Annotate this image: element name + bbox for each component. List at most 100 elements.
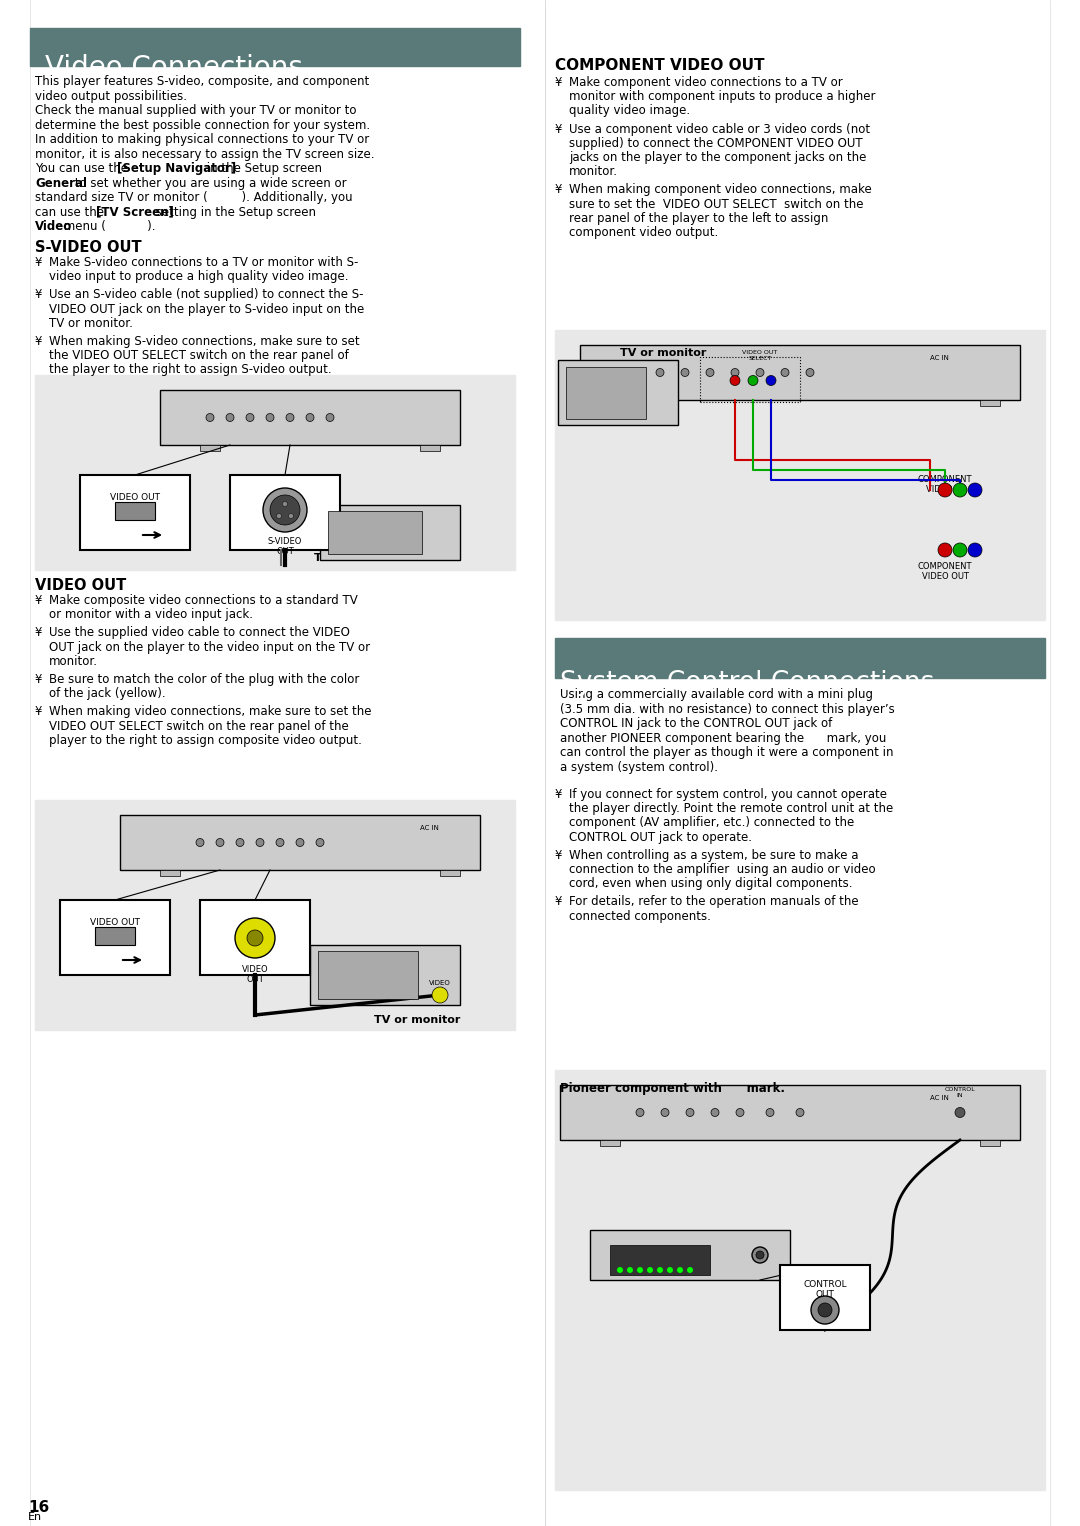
Text: ¥: ¥ bbox=[35, 256, 42, 269]
Circle shape bbox=[276, 514, 282, 519]
Circle shape bbox=[806, 368, 814, 377]
Text: COMPONENT VIDEO OUT: COMPONENT VIDEO OUT bbox=[555, 58, 765, 73]
Text: player to the right to assign composite video output.: player to the right to assign composite … bbox=[49, 734, 362, 746]
Bar bbox=[310, 945, 460, 1006]
Text: ¥: ¥ bbox=[555, 76, 563, 89]
Text: Be sure to match the color of the plug with the color: Be sure to match the color of the plug w… bbox=[49, 673, 360, 687]
Bar bbox=[558, 360, 678, 426]
Circle shape bbox=[667, 1267, 673, 1273]
Circle shape bbox=[256, 838, 264, 847]
Text: connected components.: connected components. bbox=[569, 909, 711, 923]
Text: component video output.: component video output. bbox=[569, 226, 718, 240]
Text: monitor.: monitor. bbox=[569, 165, 618, 179]
Text: ¥: ¥ bbox=[35, 705, 42, 719]
Text: the player directly. Point the remote control unit at the: the player directly. Point the remote co… bbox=[569, 803, 893, 815]
Circle shape bbox=[286, 414, 294, 421]
Text: VIDEO OUT
SELECT: VIDEO OUT SELECT bbox=[90, 919, 140, 937]
Circle shape bbox=[939, 484, 951, 497]
Text: determine the best possible connection for your system.: determine the best possible connection f… bbox=[35, 119, 370, 131]
Bar bbox=[95, 926, 135, 945]
Bar bbox=[440, 870, 460, 876]
Bar bbox=[980, 400, 1000, 406]
Circle shape bbox=[730, 375, 740, 386]
Circle shape bbox=[687, 1267, 693, 1273]
Circle shape bbox=[270, 494, 300, 525]
Bar bbox=[590, 1230, 789, 1280]
Bar bbox=[620, 400, 640, 406]
Text: CONTROL IN jack to the CONTROL OUT jack of: CONTROL IN jack to the CONTROL OUT jack … bbox=[561, 717, 833, 729]
Text: connection to the amplifier  using an audio or video: connection to the amplifier using an aud… bbox=[569, 864, 876, 876]
Circle shape bbox=[316, 838, 324, 847]
Text: When controlling as a system, be sure to make a: When controlling as a system, be sure to… bbox=[569, 848, 859, 862]
Circle shape bbox=[617, 1267, 623, 1273]
Circle shape bbox=[968, 543, 982, 557]
Circle shape bbox=[656, 368, 664, 377]
Text: can use the: can use the bbox=[35, 206, 108, 218]
Text: VIDEO OUT SELECT switch on the rear panel of the: VIDEO OUT SELECT switch on the rear pane… bbox=[49, 720, 349, 732]
Text: to set whether you are using a wide screen or: to set whether you are using a wide scre… bbox=[70, 177, 347, 189]
Text: the player to the right to assign S-video output.: the player to the right to assign S-vide… bbox=[49, 363, 332, 377]
Circle shape bbox=[818, 1303, 832, 1317]
Circle shape bbox=[677, 1267, 683, 1273]
Text: TV or monitor.: TV or monitor. bbox=[49, 317, 133, 330]
Text: Pioneer component with      mark.: Pioneer component with mark. bbox=[561, 1082, 785, 1096]
Text: can control the player as though it were a component in: can control the player as though it were… bbox=[561, 746, 893, 758]
Circle shape bbox=[264, 488, 307, 533]
Circle shape bbox=[237, 838, 244, 847]
Circle shape bbox=[748, 375, 758, 386]
Circle shape bbox=[637, 1267, 643, 1273]
Text: S-VIDEO
OUT: S-VIDEO OUT bbox=[268, 537, 302, 557]
Text: Make component video connections to a TV or: Make component video connections to a TV… bbox=[569, 76, 842, 89]
Circle shape bbox=[246, 414, 254, 421]
Text: VIDEO
OUT: VIDEO OUT bbox=[242, 964, 268, 984]
Circle shape bbox=[647, 1267, 653, 1273]
Text: component (AV amplifier, etc.) connected to the: component (AV amplifier, etc.) connected… bbox=[569, 816, 854, 830]
Text: Use the supplied video cable to connect the VIDEO: Use the supplied video cable to connect … bbox=[49, 626, 350, 639]
Text: ¥: ¥ bbox=[555, 183, 563, 197]
Circle shape bbox=[627, 1267, 633, 1273]
Bar bbox=[328, 511, 422, 554]
Text: cord, even when using only digital components.: cord, even when using only digital compo… bbox=[569, 877, 852, 890]
Text: Video: Video bbox=[35, 220, 72, 233]
Circle shape bbox=[657, 1267, 663, 1273]
Bar bbox=[555, 330, 1045, 620]
Bar bbox=[420, 446, 440, 452]
Bar bbox=[60, 900, 170, 975]
Circle shape bbox=[195, 838, 204, 847]
Bar bbox=[200, 446, 220, 452]
Text: supplied) to connect the COMPONENT VIDEO OUT: supplied) to connect the COMPONENT VIDEO… bbox=[569, 137, 863, 150]
Circle shape bbox=[216, 838, 224, 847]
Text: Make S-video connections to a TV or monitor with S-: Make S-video connections to a TV or moni… bbox=[49, 256, 359, 269]
Text: For details, refer to the operation manuals of the: For details, refer to the operation manu… bbox=[569, 896, 859, 908]
Circle shape bbox=[735, 1108, 744, 1117]
Text: a system (system control).: a system (system control). bbox=[561, 760, 718, 774]
Text: ¥: ¥ bbox=[555, 896, 563, 908]
Circle shape bbox=[661, 1108, 669, 1117]
Text: Video Connections: Video Connections bbox=[45, 53, 302, 82]
Text: sure to set the  VIDEO OUT SELECT  switch on the: sure to set the VIDEO OUT SELECT switch … bbox=[569, 197, 864, 211]
Bar bbox=[700, 357, 800, 401]
Text: Using a commercially available cord with a mini plug: Using a commercially available cord with… bbox=[561, 688, 873, 700]
Circle shape bbox=[636, 1108, 644, 1117]
Bar bbox=[230, 475, 340, 549]
Circle shape bbox=[326, 414, 334, 421]
Circle shape bbox=[306, 414, 314, 421]
Text: VIDEO OUT
SELECT: VIDEO OUT SELECT bbox=[742, 349, 778, 360]
Bar bbox=[114, 502, 156, 520]
Bar bbox=[30, 27, 519, 66]
Circle shape bbox=[953, 543, 967, 557]
Text: OUT jack on the player to the video input on the TV or: OUT jack on the player to the video inpu… bbox=[49, 641, 370, 653]
Bar bbox=[980, 1140, 1000, 1146]
Circle shape bbox=[296, 838, 303, 847]
Text: another PIONEER component bearing the      mark, you: another PIONEER component bearing the ma… bbox=[561, 731, 887, 745]
Circle shape bbox=[796, 1108, 804, 1117]
Text: VIDEO OUT jack on the player to S-video input on the: VIDEO OUT jack on the player to S-video … bbox=[49, 302, 364, 316]
Text: the VIDEO OUT SELECT switch on the rear panel of: the VIDEO OUT SELECT switch on the rear … bbox=[49, 349, 349, 362]
Text: VIDEO
IN: VIDEO IN bbox=[429, 980, 450, 993]
Text: of the jack (yellow).: of the jack (yellow). bbox=[49, 687, 165, 700]
Text: COMPONENT
VIDEO IN: COMPONENT VIDEO IN bbox=[918, 475, 972, 494]
Text: rear panel of the player to the left to assign: rear panel of the player to the left to … bbox=[569, 212, 828, 224]
Circle shape bbox=[711, 1108, 719, 1117]
Bar bbox=[200, 900, 310, 975]
Circle shape bbox=[955, 1108, 966, 1117]
